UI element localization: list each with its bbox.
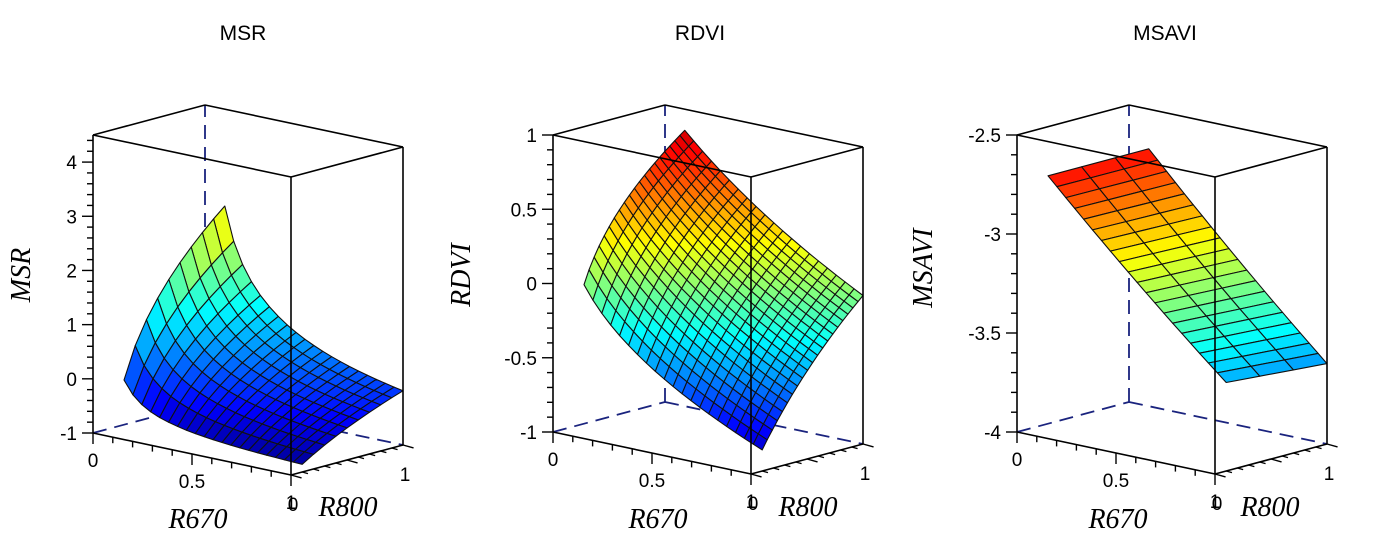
z-tick-label: 3 — [66, 207, 77, 228]
top-left-edge — [92, 104, 206, 136]
chart-title: RDVI — [675, 22, 725, 45]
y-tick — [1282, 455, 1289, 459]
z-tick-label: 1 — [66, 316, 77, 337]
top-left-edge — [1016, 104, 1130, 136]
y-tick — [829, 452, 836, 456]
y-tick — [290, 474, 302, 479]
y-tick — [1248, 464, 1255, 468]
top-back-edge — [664, 104, 864, 148]
top-front-edge — [92, 134, 292, 178]
y-tick — [773, 467, 780, 471]
top-right-edge — [750, 146, 864, 178]
y-tick — [1315, 446, 1322, 450]
z-tick-label: -1 — [60, 424, 77, 445]
x-tick-label: 0 — [1012, 450, 1023, 471]
z-axis-label: RDVI — [446, 241, 477, 307]
top-front-edge — [552, 134, 752, 178]
y-axis-label: R800 — [317, 492, 377, 523]
x-tick-label: 0.5 — [1103, 471, 1129, 492]
z-tick-label: -4 — [984, 423, 1001, 444]
y-tick — [1326, 443, 1338, 448]
y-tick — [784, 464, 791, 468]
floor-back-edge — [1128, 401, 1328, 445]
y-tick — [840, 449, 847, 453]
y-tick — [346, 459, 358, 464]
top-right-edge — [290, 146, 404, 178]
top-right-edge — [1214, 146, 1328, 178]
x-tick-label: 0.5 — [179, 472, 205, 493]
floor-left-edge — [552, 401, 666, 433]
y-tick — [806, 458, 818, 463]
z-tick-label: -2.5 — [968, 126, 1001, 147]
y-tick-label: 0 — [748, 494, 759, 515]
y-tick — [1214, 473, 1226, 478]
top-back-edge — [204, 104, 404, 148]
y-tick — [391, 447, 398, 451]
y-tick — [324, 465, 331, 469]
z-tick-label: -1 — [520, 423, 537, 444]
y-tick — [1237, 467, 1244, 471]
z-tick-label: 0.5 — [511, 200, 537, 221]
y-tick-label: 0 — [288, 495, 299, 516]
y-tick — [380, 450, 387, 454]
y-tick — [862, 443, 874, 448]
z-axis-label: MSAVI — [908, 227, 939, 309]
x-tick-label: 0 — [548, 450, 559, 471]
y-tick — [750, 473, 762, 478]
z-tick-label: -0.5 — [504, 349, 537, 370]
y-tick — [369, 453, 376, 457]
y-tick — [1293, 452, 1300, 456]
z-tick-label: -3.5 — [968, 324, 1001, 345]
y-tick — [1226, 470, 1233, 474]
y-tick-label: 1 — [860, 464, 871, 485]
x-tick-label: 0.5 — [639, 471, 665, 492]
y-axis-label: R800 — [1239, 492, 1299, 523]
x-tick-label: 0 — [88, 451, 99, 472]
x-axis-label: R670 — [627, 504, 687, 535]
chart-title: MSAVI — [1133, 22, 1197, 45]
y-tick — [313, 468, 320, 472]
z-tick-label: 4 — [66, 153, 77, 174]
y-tick — [1270, 458, 1282, 463]
y-tick — [795, 461, 802, 465]
z-tick-label: 2 — [66, 261, 77, 282]
y-tick — [818, 455, 825, 459]
surface-patch — [292, 451, 314, 465]
surface-patch — [752, 433, 768, 451]
z-tick-label: 1 — [526, 126, 537, 147]
x-tick-label: 1 — [746, 492, 757, 513]
y-tick-label: 1 — [400, 465, 411, 486]
floor-left-edge — [1016, 401, 1130, 433]
y-tick — [335, 462, 342, 466]
chart-title: MSR — [220, 22, 267, 45]
y-axis-label: R800 — [777, 492, 837, 523]
top-left-edge — [552, 104, 666, 136]
y-tick — [762, 470, 769, 474]
x-tick-label: 1 — [1210, 492, 1221, 513]
z-tick-label: 0 — [66, 370, 77, 391]
z-tick-label: 0 — [526, 275, 537, 296]
y-tick — [1259, 461, 1266, 465]
z-axis-label: MSR — [6, 248, 37, 303]
x-axis-label: R670 — [167, 504, 227, 535]
top-back-edge — [1128, 104, 1328, 148]
x-axis-label: R670 — [1087, 504, 1147, 535]
y-tick — [358, 456, 365, 460]
x-tick-label: 1 — [286, 493, 297, 514]
y-tick — [302, 471, 309, 475]
top-front-edge — [1016, 134, 1216, 178]
surface-patch — [1216, 365, 1261, 384]
y-tick — [1304, 449, 1311, 453]
y-tick-label: 1 — [1324, 464, 1335, 485]
y-tick — [851, 446, 858, 450]
y-tick — [402, 444, 414, 449]
z-tick-label: -3 — [984, 225, 1001, 246]
y-tick-label: 0 — [1212, 494, 1223, 515]
